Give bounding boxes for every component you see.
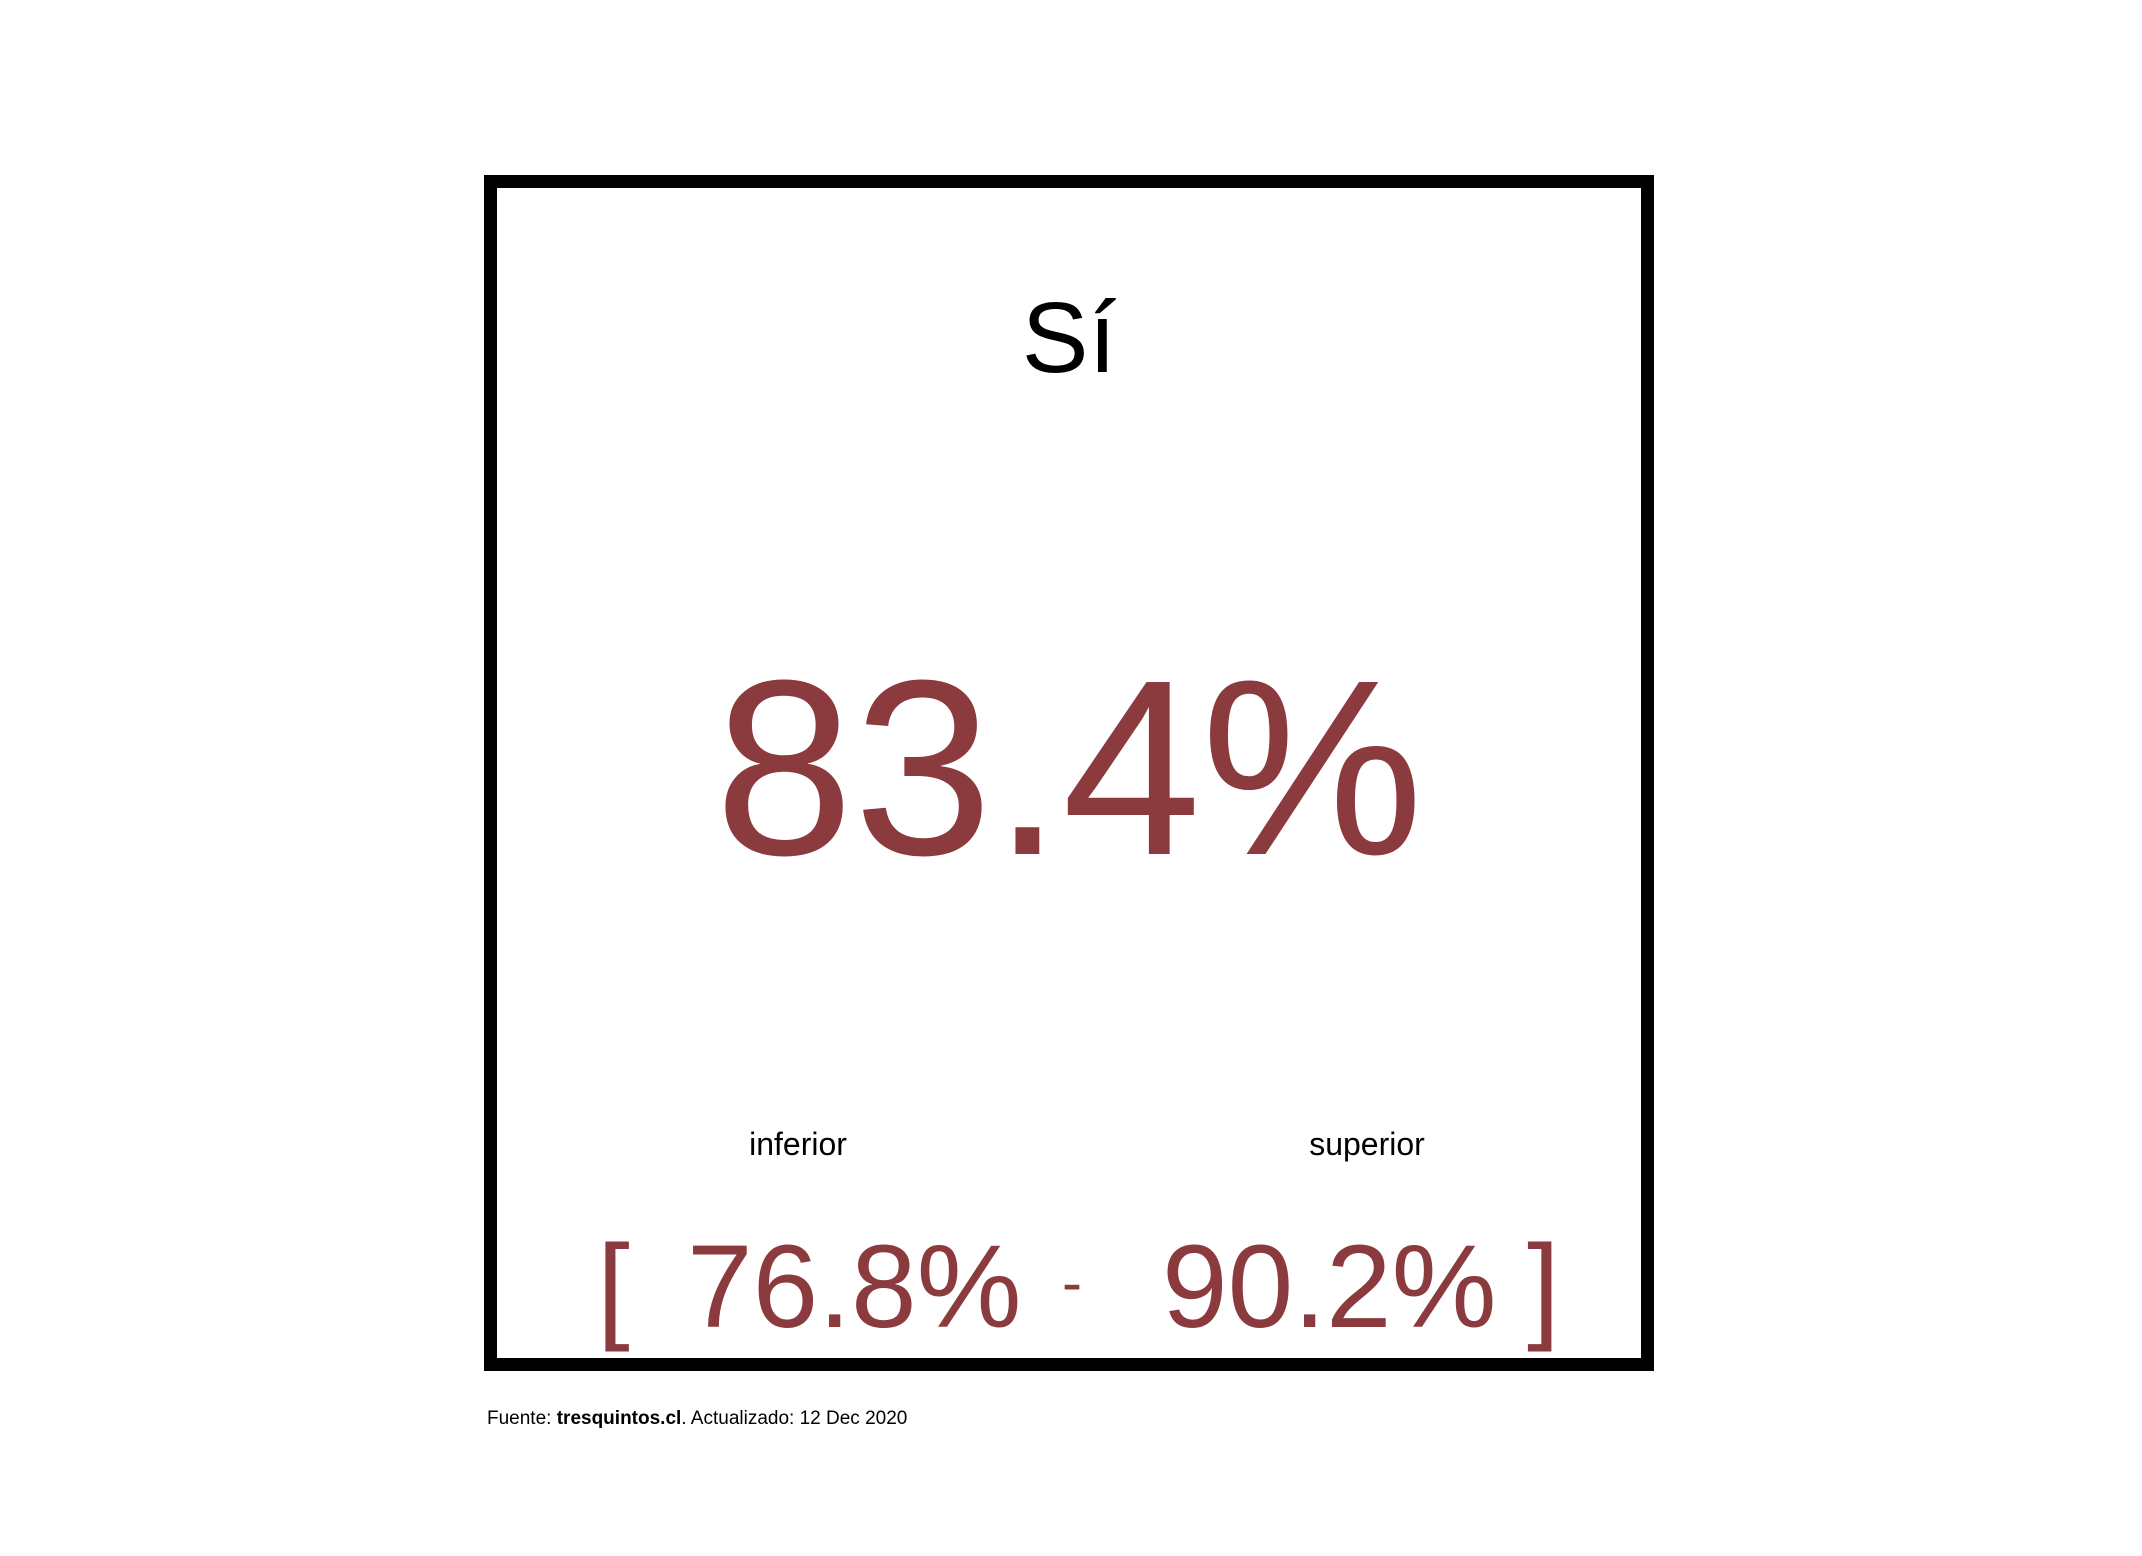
footer-prefix: Fuente: xyxy=(487,1408,557,1429)
close-bracket: ] xyxy=(1527,1221,1560,1353)
footer-updated: . Actualizado: 12 Dec 2020 xyxy=(681,1408,908,1429)
chart-title: Sí xyxy=(1021,282,1117,394)
lower-bound-label: inferior xyxy=(749,1126,847,1162)
open-bracket: [ xyxy=(597,1221,630,1353)
lower-bound-value: 76.8% xyxy=(687,1221,1022,1353)
result-card: Sí 83.4% inferior superior [ 76.8% - 90.… xyxy=(484,175,1654,1371)
upper-bound-label: superior xyxy=(1309,1126,1425,1162)
footer-source-link[interactable]: tresquintos.cl xyxy=(556,1408,682,1429)
main-percentage-value: 83.4% xyxy=(714,628,1424,907)
range-separator: - xyxy=(1062,1249,1082,1316)
upper-bound-value: 90.2% xyxy=(1162,1221,1497,1353)
source-footer: Fuente: tresquintos.cl. Actualizado: 12 … xyxy=(487,1408,907,1430)
